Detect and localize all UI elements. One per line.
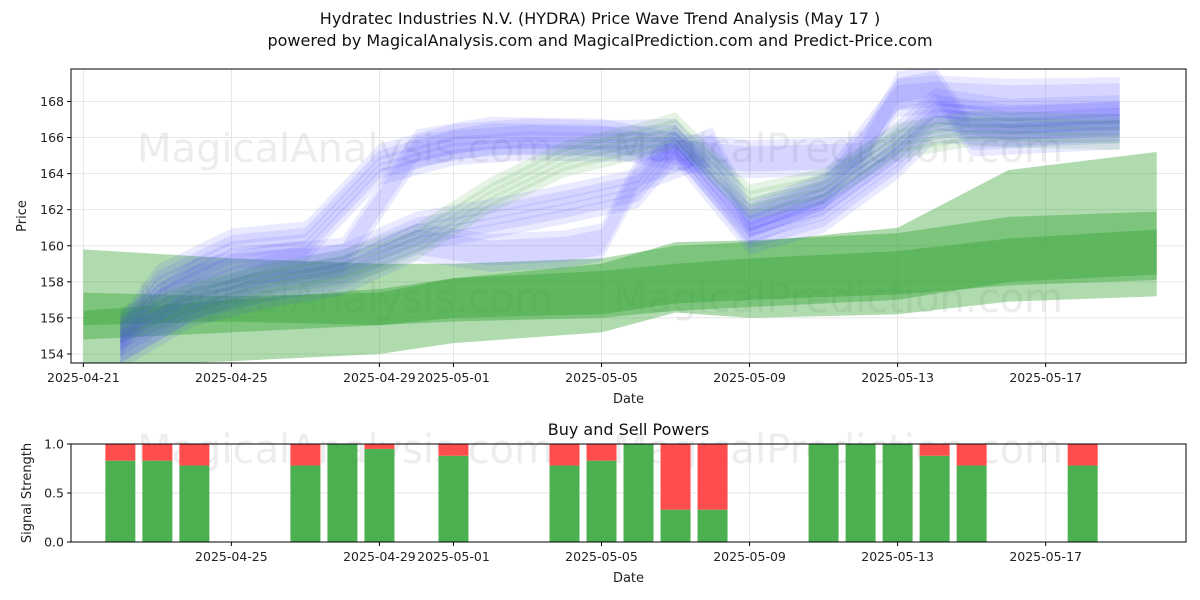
y-tick-label: 156 [40,310,64,325]
wave-band [120,106,1120,351]
wave-band [120,83,1120,344]
wave-band [120,70,1120,331]
x-tick-label: 2025-05-17 [1009,549,1082,564]
watermark-text: MagicalPrediction.com [613,276,1063,322]
buy-bar [179,465,210,542]
x-tick-label: 2025-05-01 [417,549,490,564]
y-tick-label: 1.0 [44,437,64,452]
buy-bar [1067,465,1098,542]
wave-band [120,113,1120,357]
watermark-text: MagicalPrediction.com [613,126,1063,172]
wave-band [120,107,1120,345]
buy-bar [142,460,173,542]
prediction-band [83,151,1157,363]
sell-bar [438,444,469,456]
x-tick-label: 2025-05-17 [1009,370,1082,385]
buy-bar [919,455,950,542]
sell-bar [660,444,691,510]
x-tick-label: 2025-05-13 [861,549,934,564]
sell-bar [586,444,617,461]
buy-bar [364,448,395,542]
sell-bar [956,444,987,466]
y-axis-label: Signal Strength [20,443,35,543]
sell-bar [105,444,136,461]
x-tick-label: 2025-05-09 [713,549,786,564]
sell-bar [549,444,580,466]
y-tick-label: 0.0 [44,535,64,550]
wave-band [120,126,1120,363]
subchart-title: Buy and Sell Powers [548,420,710,439]
sell-bar [364,444,395,449]
y-tick-label: 168 [40,94,64,109]
x-axis-label: Date [613,571,644,586]
y-axis-label: Price [15,200,30,232]
buy-bar [438,455,469,542]
plot-frame [70,68,1187,364]
buy-bar [586,460,617,542]
wave-band [120,69,1120,325]
buy-bar [290,465,321,542]
chart-title: Hydratec Industries N.V. (HYDRA) Price W… [319,9,881,28]
x-tick-label: 2025-05-01 [417,370,490,385]
sell-bar [697,444,728,510]
buy-bar [549,465,580,542]
x-tick-label: 2025-05-09 [713,370,786,385]
wave-band [120,114,1120,351]
wave-band [120,101,1120,338]
chart-subtitle: powered by MagicalAnalysis.com and Magic… [267,31,933,50]
y-tick-label: 154 [40,346,64,361]
x-tick-label: 2025-05-05 [565,549,638,564]
sell-bar [290,444,321,466]
buy-bar [105,460,136,542]
y-tick-label: 162 [40,202,64,217]
buy-bar [660,509,691,542]
buy-bar [808,444,839,542]
prediction-band [83,211,1157,340]
prediction-band [83,229,1157,326]
wave-band [120,120,1120,357]
watermark-text: MagicalAnalysis.com [137,276,553,322]
buy-bar [956,465,987,542]
y-tick-label: 166 [40,130,64,145]
buy-bar [882,444,913,542]
x-tick-label: 2025-04-29 [343,370,416,385]
x-tick-label: 2025-04-25 [195,370,268,385]
x-axis-label: Date [613,392,644,407]
wave-band [120,87,1120,332]
y-tick-label: 158 [40,274,64,289]
sell-bar [179,444,210,466]
sell-bar [919,444,950,456]
buy-bar [845,444,876,542]
buy-bar [327,444,358,542]
x-tick-label: 2025-04-25 [195,549,268,564]
plot-area [83,69,1157,363]
sell-bar [142,444,173,461]
sell-bar [1067,444,1098,466]
buy-bar [623,444,654,542]
x-tick-label: 2025-04-21 [47,370,120,385]
buy-bar [697,509,728,542]
y-tick-label: 160 [40,238,64,253]
x-tick-label: 2025-05-05 [565,370,638,385]
wave-band [120,100,1120,345]
y-tick-label: 164 [40,166,64,181]
x-tick-label: 2025-05-13 [861,370,934,385]
watermark-text: MagicalAnalysis.com [137,126,553,172]
x-tick-label: 2025-04-29 [343,549,416,564]
wave-band [120,89,1120,350]
y-tick-label: 0.5 [44,486,64,501]
wave-band [120,94,1120,338]
wave-band [120,77,1120,337]
